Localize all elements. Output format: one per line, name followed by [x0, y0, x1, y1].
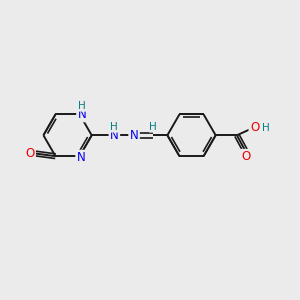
Text: N: N: [77, 151, 85, 164]
Text: N: N: [78, 108, 86, 121]
Text: H: H: [110, 122, 118, 132]
Text: O: O: [250, 122, 259, 134]
Text: N: N: [130, 129, 139, 142]
Text: O: O: [25, 147, 34, 160]
Text: H: H: [149, 122, 157, 132]
Text: O: O: [241, 150, 250, 163]
Text: N: N: [110, 129, 119, 142]
Text: H: H: [78, 101, 86, 111]
Text: H: H: [262, 123, 269, 133]
